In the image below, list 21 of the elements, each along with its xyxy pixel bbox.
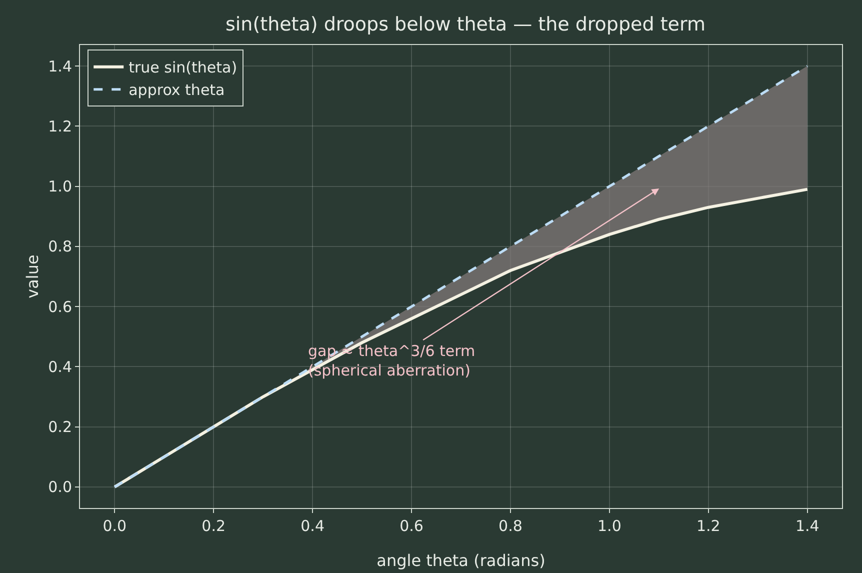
y-tick-label: 1.0 <box>48 178 72 196</box>
x-tick-label: 0.2 <box>202 517 226 535</box>
y-tick-label: 0.4 <box>48 358 72 376</box>
x-tick-label: 0.6 <box>400 517 424 535</box>
legend-label: approx theta <box>128 81 225 100</box>
y-tick-label: 1.2 <box>48 117 72 136</box>
y-tick-label: 0.2 <box>48 418 72 436</box>
x-tick-label: 1.4 <box>795 517 820 535</box>
y-tick-label: 0.6 <box>48 298 72 316</box>
x-axis-title: angle theta (radians) <box>376 551 546 570</box>
x-tick-label: 0.8 <box>498 517 522 535</box>
x-tick-label: 0.0 <box>102 517 127 535</box>
x-tick-label: 0.4 <box>300 517 324 535</box>
y-tick-label: 0.8 <box>48 238 72 256</box>
chart-title: sin(theta) droops below theta — the dropped term <box>225 13 706 36</box>
legend-label: true sin(theta) <box>128 58 238 77</box>
x-tick-label: 1.2 <box>696 517 720 535</box>
y-axis-title: value <box>23 254 42 298</box>
x-tick-label: 1.0 <box>598 517 622 535</box>
y-tick-label: 0.0 <box>48 478 72 496</box>
y-tick-label: 1.4 <box>48 57 72 76</box>
